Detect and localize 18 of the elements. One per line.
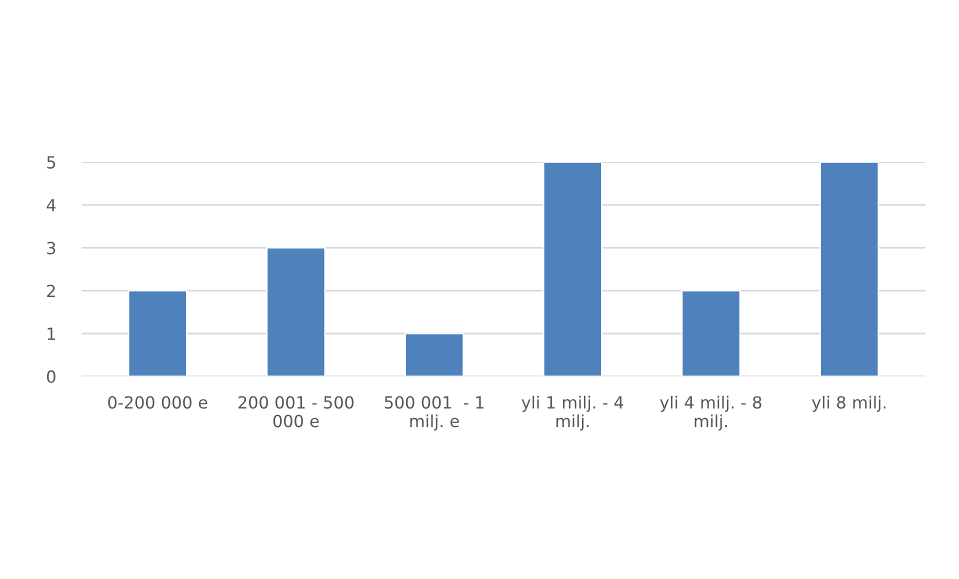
x-tick-label: 0-200 000 e xyxy=(108,396,208,409)
y-tick-label: 0 xyxy=(47,370,56,383)
x-tick-label: 500 001 - 1 milj. e xyxy=(384,396,484,431)
x-tick-label: yli 1 milj. - 4 milj. xyxy=(522,396,624,431)
bar xyxy=(542,162,602,376)
bar xyxy=(681,290,741,376)
y-tick-label: 5 xyxy=(47,156,56,169)
x-tick-label: yli 4 milj. - 8 milj. xyxy=(660,396,762,431)
bar xyxy=(266,247,326,376)
x-tick-label: yli 8 milj. xyxy=(812,396,886,412)
x-tick-label: 200 001 - 500 000 e xyxy=(238,396,354,428)
y-tick-label: 4 xyxy=(46,199,56,212)
y-tick-label: 3 xyxy=(47,242,56,254)
y-tick-label: 1 xyxy=(48,328,55,340)
bar xyxy=(820,162,880,376)
y-tick-label: 2 xyxy=(47,284,55,297)
bar xyxy=(404,332,464,376)
bar xyxy=(128,290,188,376)
